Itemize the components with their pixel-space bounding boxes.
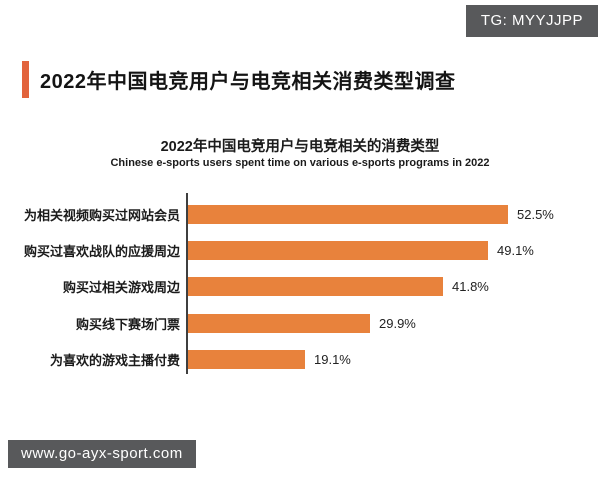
value-label: 41.8% <box>452 279 489 295</box>
bar <box>188 277 443 297</box>
category-label: 为喜欢的游戏主播付费 <box>49 353 180 369</box>
bar-row: 购买过相关游戏周边 41.8% <box>0 269 600 305</box>
value-label: 29.9% <box>379 315 416 331</box>
bar <box>188 241 488 261</box>
value-label: 19.1% <box>314 352 351 368</box>
bar <box>188 204 508 224</box>
website-badge: www.go-ayx-sport.com <box>8 440 196 468</box>
category-label: 购买过相关游戏周边 <box>62 280 180 296</box>
telegram-badge: TG: MYYJJPP <box>465 5 598 37</box>
category-label: 购买线下赛场门票 <box>75 316 180 332</box>
bar-row: 购买线下赛场门票 29.9% <box>0 305 600 341</box>
chart-title: 2022年中国电竞用户与电竞相关的消费类型 <box>160 139 440 155</box>
accent-bar <box>22 61 29 98</box>
category-label: 为相关视频购买过网站会员 <box>23 207 180 223</box>
value-label: 49.1% <box>497 243 534 259</box>
chart-subtitle: Chinese e-sports users spent time on var… <box>110 157 490 169</box>
page-header: 2022年中国电竞用户与电竞相关消费类型调查 <box>22 61 456 98</box>
bar-row: 购买过喜欢战队的应援周边 49.1% <box>0 232 600 268</box>
category-label: 购买过喜欢战队的应援周边 <box>23 244 180 260</box>
page-title: 2022年中国电竞用户与电竞相关消费类型调查 <box>40 71 456 93</box>
y-axis-line <box>186 193 188 374</box>
bar-rows: 为相关视频购买过网站会员 52.5% 购买过喜欢战队的应援周边 49.1% 购买过相关游… <box>0 196 600 378</box>
bar <box>188 313 370 333</box>
bar <box>188 350 305 370</box>
bar-row: 为相关视频购买过网站会员 52.5% <box>0 196 600 232</box>
value-label: 52.5% <box>517 206 554 222</box>
bar-row: 为喜欢的游戏主播付费 19.1% <box>0 342 600 378</box>
